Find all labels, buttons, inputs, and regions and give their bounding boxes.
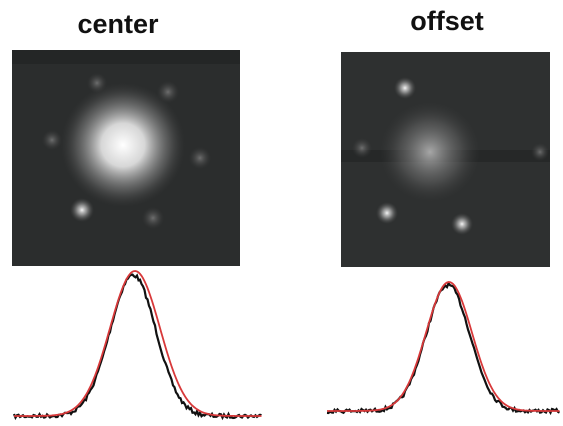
profile-curve: [14, 271, 262, 416]
left-image: [12, 50, 240, 266]
profile-curve: [327, 283, 560, 413]
right-image: [341, 52, 550, 267]
panel-title: offset: [410, 6, 484, 36]
figure: center offset: [0, 0, 563, 426]
profile-curve: [14, 275, 262, 418]
profiles: [14, 271, 560, 418]
profile-curve: [327, 282, 560, 411]
panel-title: center: [77, 9, 159, 39]
